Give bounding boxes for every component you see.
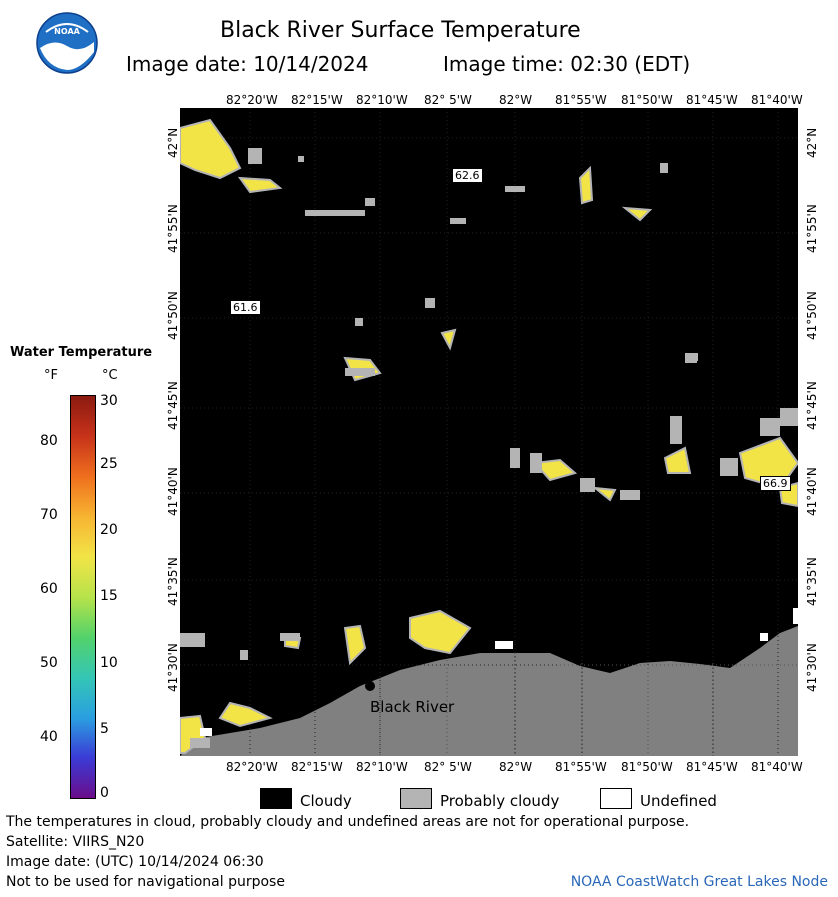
temp-label: 62.6 [452,168,483,183]
probably-cloudy-swatch [400,788,432,809]
lon-tick: 81°50'W [621,760,673,774]
lon-tick: 82°W [499,93,533,107]
undefined-swatch [600,788,632,809]
temperature-map [180,108,798,756]
lon-tick: 81°55'W [555,760,607,774]
logo-text: NOAA [54,27,80,36]
color-scale-bar [70,395,96,799]
f-tick: 80 [40,433,58,449]
lat-tick: 41°50'N [166,291,180,340]
utc-date: Image date: (UTC) 10/14/2024 06:30 [6,854,264,870]
lat-tick: 41°35'N [805,557,819,606]
image-time: Image time: 02:30 (EDT) [443,52,691,76]
nav-note: Not to be used for navigational purpose [6,874,285,890]
f-tick: 50 [40,655,58,671]
c-tick: 20 [100,522,118,538]
land-area [180,626,798,756]
unit-f: °F [44,368,58,383]
lon-tick: 82°10'W [356,760,408,774]
lon-tick: 82°15'W [291,93,343,107]
lon-tick: 82°20'W [226,93,278,107]
lat-tick: 41°30'N [166,643,180,692]
lat-tick: 41°45'N [166,381,180,430]
noaa-logo: NOAA [36,12,98,74]
lon-tick: 82°20'W [226,760,278,774]
temp-label: 61.6 [230,300,261,315]
lon-tick: 82°15'W [291,760,343,774]
lon-tick: 81°50'W [621,93,673,107]
lon-tick: 81°40'W [751,93,803,107]
satellite-info: Satellite: VIIRS_N20 [6,834,145,850]
cloudy-swatch [260,788,292,809]
lon-tick: 82° 5'W [424,760,472,774]
black-river-marker [365,681,375,691]
lat-tick: 41°40'N [805,467,819,516]
lon-tick: 81°40'W [751,760,803,774]
legend-title: Water Temperature [10,345,153,360]
temp-label: 66.9 [760,476,791,491]
c-tick: 5 [100,721,109,737]
lat-tick: 41°55'N [805,204,819,253]
lon-tick: 81°45'W [686,760,738,774]
lat-tick: 41°50'N [805,291,819,340]
lon-tick: 82° 5'W [424,93,472,107]
node-credit: NOAA CoastWatch Great Lakes Node [570,874,828,890]
lat-tick: 41°55'N [166,204,180,253]
c-tick: 10 [100,655,118,671]
lat-tick: 42°N [166,127,180,158]
page-title: Black River Surface Temperature [220,18,581,43]
lat-tick: 41°35'N [166,557,180,606]
disclaimer: The temperatures in cloud, probably clou… [6,814,690,830]
c-tick: 15 [100,588,118,604]
f-tick: 60 [40,581,58,597]
lon-tick: 81°45'W [686,93,738,107]
image-date: Image date: 10/14/2024 [126,52,369,76]
undefined-label: Undefined [640,792,717,810]
lat-tick: 41°45'N [805,381,819,430]
unit-c: °C [102,368,118,383]
lon-tick: 81°55'W [555,93,607,107]
c-tick: 25 [100,456,118,472]
cloudy-label: Cloudy [300,792,352,810]
lat-tick: 41°40'N [166,467,180,516]
probably-cloudy-label: Probably cloudy [440,792,560,810]
lon-tick: 82°10'W [356,93,408,107]
c-tick: 0 [100,785,109,801]
lat-tick: 42°N [805,127,819,158]
place-label: Black River [370,698,455,716]
lat-tick: 41°30'N [805,643,819,692]
f-tick: 40 [40,729,58,745]
f-tick: 70 [40,507,58,523]
lon-tick: 82°W [499,760,533,774]
c-tick: 30 [100,393,118,409]
